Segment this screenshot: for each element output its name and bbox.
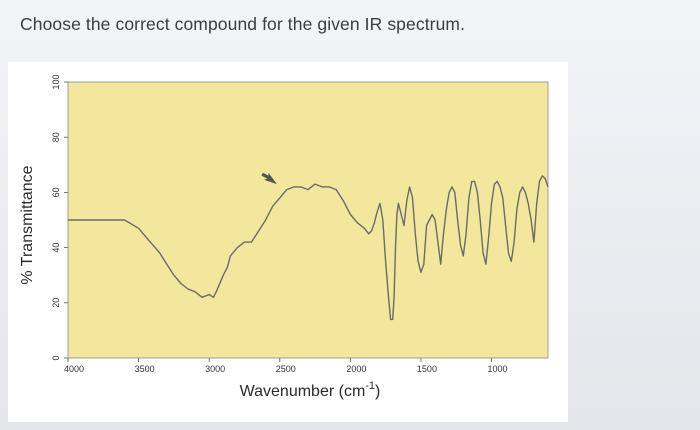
x-axis-title-superscript: -1 (365, 380, 375, 392)
series-layer (68, 175, 549, 321)
x-tick-label: 4000 (64, 364, 84, 374)
x-tick-label: 1000 (488, 364, 508, 374)
x-tick-label: 2500 (276, 364, 296, 374)
plot-area (67, 81, 549, 359)
spectrum-line (68, 175, 549, 321)
y-axis-title-group: % Transmittance (19, 165, 36, 284)
x-tick-label: 3500 (135, 364, 155, 374)
x-axis-title-main: Wavenumber (cm (240, 383, 366, 400)
x-tick-label: 1500 (417, 364, 437, 374)
x-axis-title: Wavenumber (cm-1) (240, 380, 381, 400)
y-tick-label: 80 (51, 132, 61, 142)
x-axis-title-close: ) (375, 383, 380, 400)
y-tick-label: 0 (51, 355, 61, 360)
y-tick-label: 20 (51, 298, 61, 308)
chart-svg: % Transmittance 0 20 40 60 80 100 4000 3500 300… (19, 74, 549, 400)
y-axis: 0 20 40 60 80 100 (51, 74, 68, 361)
annotation-layer (261, 172, 277, 185)
y-tick-label: 60 (51, 187, 61, 197)
x-axis: 4000 3500 3000 2500 2000 1500 1000 (64, 358, 508, 374)
x-tick-label: 2000 (346, 364, 366, 374)
y-axis-title: % Transmittance (19, 165, 36, 284)
y-tick-label: 100 (51, 74, 61, 89)
y-tick-label: 40 (51, 243, 61, 253)
ir-spectrum-chart: % Transmittance 0 20 40 60 80 100 4000 3500 300… (8, 62, 568, 422)
x-tick-label: 3000 (205, 364, 225, 374)
cursor-arrow-icon (261, 172, 277, 185)
question-text: Choose the correct compound for the give… (20, 14, 466, 34)
